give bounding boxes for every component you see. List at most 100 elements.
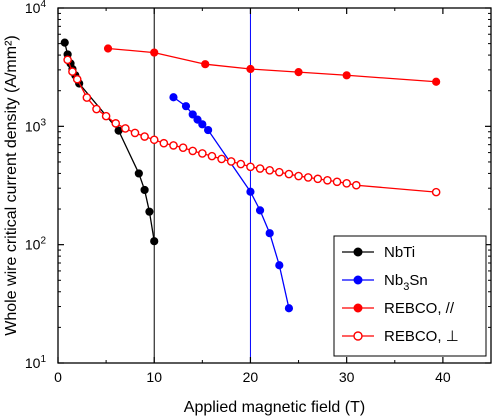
data-point (265, 229, 274, 238)
data-point (150, 48, 159, 57)
series-rebco- (103, 44, 441, 86)
data-point (68, 67, 77, 76)
data-point (246, 187, 255, 196)
legend-label-sub: 3 (403, 281, 409, 293)
legend-label-tail: Sn (409, 272, 427, 289)
legend-label: REBCO, ⊥ (384, 328, 459, 345)
data-point (204, 125, 213, 135)
data-point (198, 149, 207, 158)
data-point (294, 171, 303, 181)
y-tick-label: 101 (25, 354, 47, 371)
x-tick-label: 40 (435, 369, 451, 385)
data-point (275, 261, 284, 270)
legend-item: REBCO, // (342, 300, 455, 317)
data-point (193, 115, 202, 124)
data-point (188, 146, 198, 156)
y-tick-base: 10 (25, 355, 41, 371)
y-tick-exponent: 4 (40, 0, 46, 10)
data-point (226, 157, 236, 166)
data-point (181, 102, 191, 111)
data-point (103, 44, 113, 53)
data-point (63, 55, 72, 65)
legend-label-base: REBCO, // (384, 300, 455, 317)
data-point (246, 64, 255, 74)
series-line (173, 96, 290, 309)
data-point (432, 77, 441, 86)
legend-label: REBCO, // (384, 300, 455, 317)
series-group (60, 38, 441, 313)
y-tick-base: 10 (25, 0, 41, 16)
legend-label-base: NbTi (384, 244, 415, 261)
legend-label-base: REBCO, ⊥ (384, 328, 459, 345)
data-point (130, 128, 140, 138)
data-point (149, 135, 159, 145)
data-point (150, 237, 159, 246)
legend-marker (353, 275, 363, 285)
data-point (188, 110, 197, 119)
data-point (217, 154, 226, 164)
x-tick-label: 20 (243, 369, 259, 385)
legend: NbTi Nb3Sn REBCO, // REBCO, ⊥ (333, 235, 487, 357)
data-point (265, 166, 274, 175)
data-point (169, 141, 178, 150)
x-tick-label: 0 (54, 369, 62, 385)
legend-item: Nb3Sn (342, 272, 428, 293)
data-point (255, 206, 265, 215)
data-point (92, 104, 101, 114)
data-point (159, 138, 169, 148)
data-point (275, 167, 284, 177)
data-point (101, 111, 111, 121)
legend-item: NbTi (342, 244, 415, 261)
legend-marker (353, 303, 363, 313)
x-tick-label: 30 (339, 369, 355, 385)
y-tick-label: 104 (25, 0, 47, 16)
y-tick-label: 102 (25, 236, 47, 253)
data-point (140, 185, 149, 195)
data-point (303, 173, 313, 182)
data-point (169, 93, 178, 102)
y-axis-title: Whole wire critical current density (A/m… (3, 35, 20, 336)
data-point (145, 207, 154, 216)
data-point (332, 177, 342, 187)
data-point (140, 132, 149, 141)
data-point (207, 151, 217, 161)
data-point (82, 93, 92, 102)
y-tick-base: 10 (25, 118, 41, 134)
data-point (323, 175, 332, 185)
legend-marker (353, 247, 363, 257)
data-point (431, 187, 441, 197)
legend-label: Nb3Sn (384, 272, 428, 293)
legend-item: REBCO, ⊥ (342, 328, 459, 345)
y-tick-exponent: 1 (40, 354, 46, 365)
data-point (284, 169, 294, 179)
data-point (284, 304, 294, 313)
x-axis-title: Applied magnetic field (T) (184, 399, 365, 416)
y-tick-exponent: 2 (40, 236, 46, 247)
data-point (72, 74, 82, 84)
series-nb (169, 93, 294, 313)
legend-label: NbTi (384, 244, 415, 261)
data-point (198, 120, 207, 129)
reference-lines (153, 8, 251, 363)
data-point (236, 159, 246, 169)
data-point (342, 179, 351, 188)
data-point (60, 38, 69, 47)
y-tick-label: 103 (25, 117, 47, 134)
data-point (111, 119, 121, 128)
data-point (121, 124, 130, 133)
x-tick-label: 10 (146, 369, 162, 385)
data-point (178, 143, 188, 152)
data-point (313, 174, 323, 184)
legend-marker (353, 331, 363, 341)
series-rebco- (63, 55, 441, 197)
data-point (134, 169, 143, 178)
data-point (255, 164, 265, 173)
data-point (294, 68, 303, 77)
plot-frame (57, 7, 492, 364)
data-point (342, 71, 351, 80)
data-point (201, 60, 210, 69)
data-point (351, 180, 361, 190)
y-tick-base: 10 (25, 237, 41, 253)
